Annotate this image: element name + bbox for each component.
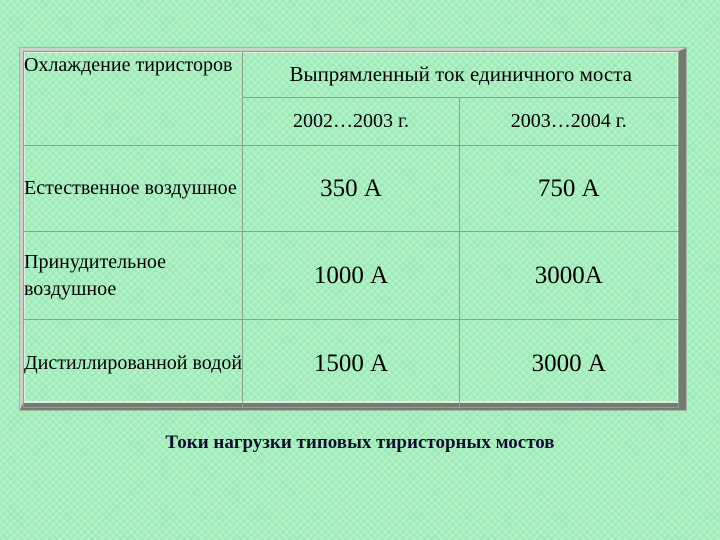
cell-value: 3000А	[458, 231, 680, 320]
span-header-cell: Выпрямленный ток единичного моста	[242, 51, 679, 98]
thyristor-current-table: Охлаждение тиристоров Выпрямленный ток е…	[20, 48, 686, 410]
table-row: Дистиллированной водой 1500 А 3000 А	[22, 319, 680, 408]
table-row: Принудительное воздушное 1000 А 3000А	[22, 231, 680, 320]
cell-value: 750 А	[458, 145, 680, 232]
row-label-forced-air-cooling: Принудительное воздушное	[22, 231, 244, 320]
cell-value: 350 А	[242, 145, 460, 232]
corner-header-cell: Охлаждение тиристоров	[22, 51, 244, 146]
table-caption: Токи нагрузки типовых тиристорных мостов	[165, 432, 555, 453]
year-column-header-2003-2004: 2003…2004 г.	[458, 97, 680, 146]
row-label-natural-air-cooling: Естественное воздушное	[22, 145, 244, 232]
year-column-header-2002-2003: 2002…2003 г.	[242, 97, 460, 146]
table-header-row-2: 2002…2003 г. 2003…2004 г.	[24, 97, 680, 146]
cell-value: 1500 А	[242, 319, 460, 408]
table-header-row-1: Охлаждение тиристоров Выпрямленный ток е…	[22, 51, 679, 146]
row-label-distilled-water-cooling: Дистиллированной водой	[22, 319, 244, 408]
table-row: Естественное воздушное 350 А 750 А	[22, 145, 680, 232]
cell-value: 3000 А	[458, 319, 680, 408]
data-table: Охлаждение тиристоров Выпрямленный ток е…	[22, 51, 680, 408]
cell-value: 1000 А	[242, 231, 460, 320]
